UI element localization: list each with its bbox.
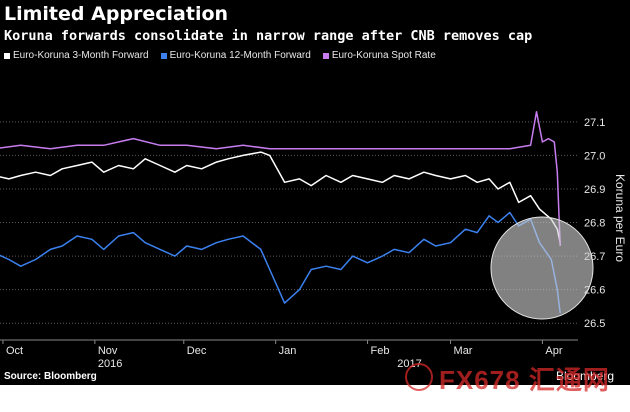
x-tick-label: Mar [454, 345, 473, 357]
y-axis-title: Koruna per Euro [613, 174, 627, 262]
x-tick-label: Apr [545, 345, 562, 357]
y-tick-label: 26.5 [584, 318, 605, 330]
watermark-text: FX678 汇通网 [405, 360, 610, 397]
legend-label-3m: Euro-Koruna 3-Month Forward [13, 50, 149, 61]
series-line-12m-forward [0, 211, 561, 314]
x-tick-label: Jan [279, 345, 297, 357]
legend-label-spot: Euro-Koruna Spot Rate [331, 50, 436, 61]
y-tick-label: 26.8 [584, 218, 605, 230]
legend-item-12m: Euro-Koruna 12-Month Forward [160, 50, 311, 61]
chart-legend: Euro-Koruna 3-Month Forward Euro-Koruna … [4, 50, 436, 61]
legend-label-12m: Euro-Koruna 12-Month Forward [169, 50, 311, 61]
y-tick-label: 27.0 [584, 150, 605, 162]
source-note: Source: Bloomberg [4, 371, 97, 382]
chart-card: Limited Appreciation Koruna forwards con… [0, 0, 630, 385]
y-tick-label: 27.1 [584, 117, 605, 129]
x-tick-label: Dec [187, 345, 207, 357]
watermark-label: FX678 汇通网 [439, 365, 610, 395]
chart-title: Limited Appreciation [4, 3, 229, 25]
y-tick-label: 26.9 [584, 184, 605, 196]
legend-item-3m: Euro-Koruna 3-Month Forward [4, 50, 149, 61]
chart-subtitle: Koruna forwards consolidate in narrow ra… [4, 28, 533, 44]
series-line-3m-forward [0, 151, 561, 243]
highlight-circle [490, 216, 594, 320]
x-year-label: 2016 [98, 358, 122, 370]
bloomberg-logo: Bloomberg [555, 369, 614, 383]
legend-swatch-spot [322, 52, 329, 59]
watermark-logo-icon [405, 363, 433, 391]
series-line-spot [0, 111, 561, 247]
x-tick-label: Feb [371, 345, 390, 357]
legend-swatch-3m [4, 52, 10, 59]
x-tick-label: Nov [98, 345, 118, 357]
x-tick-label: Oct [6, 345, 23, 357]
legend-swatch-12m [160, 52, 167, 59]
legend-item-spot: Euro-Koruna Spot Rate [322, 50, 436, 61]
